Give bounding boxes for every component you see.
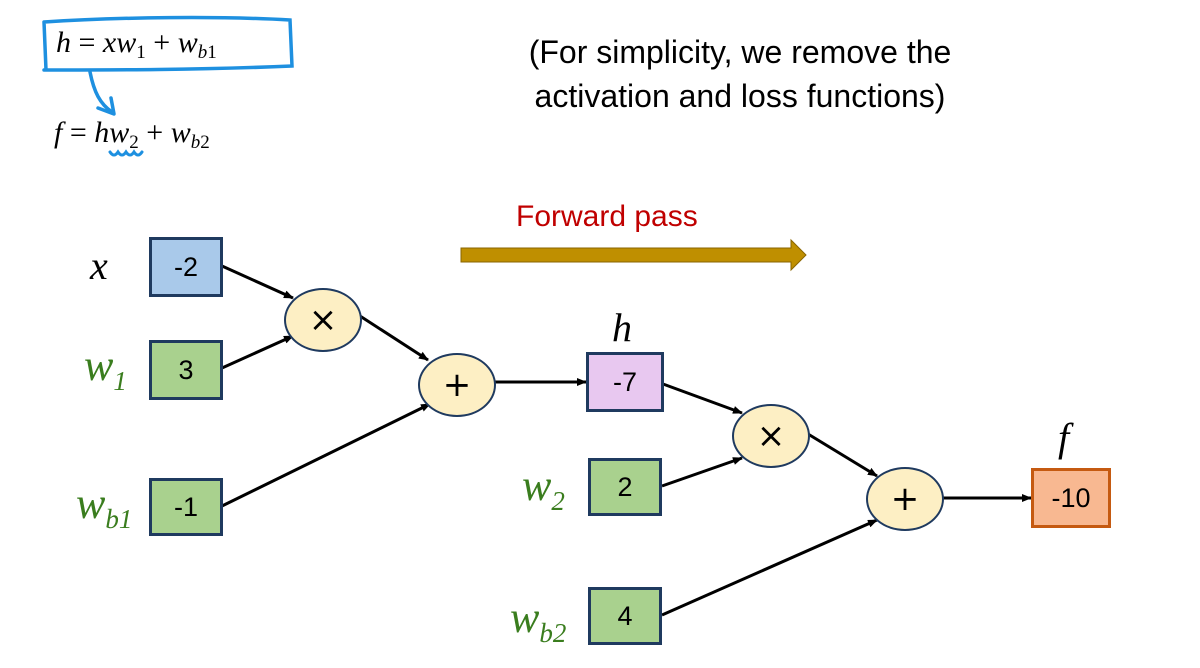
- op-multiply-1: ×: [284, 288, 362, 352]
- node-f: -10: [1031, 468, 1111, 528]
- edge-mul2-add2: [807, 432, 878, 478]
- op-add-1: +: [418, 353, 496, 417]
- node-wb1: -1: [149, 478, 223, 536]
- forward-pass-label: Forward pass: [516, 200, 698, 233]
- node-w1: 3: [149, 340, 223, 400]
- annotation-arrow: [88, 70, 114, 114]
- node-w2: 2: [588, 458, 662, 516]
- edge-mul1-add1: [359, 314, 429, 362]
- edge-w1-mul1: [221, 334, 294, 370]
- label-w1: w1: [84, 341, 127, 396]
- label-wb2: wb2: [510, 593, 567, 648]
- node-x: -2: [149, 237, 223, 297]
- annotation-arrowhead: [96, 96, 116, 116]
- op-multiply-2: ×: [732, 404, 810, 468]
- annotation-box: [42, 15, 294, 72]
- annotation-squiggle: [108, 149, 144, 157]
- label-f: f: [1058, 415, 1070, 460]
- note-line-1: (For simplicity, we remove the: [528, 34, 952, 70]
- equation-h: h = xw1 + wb1: [56, 26, 217, 63]
- edge-x-mul1: [221, 264, 294, 300]
- op-add-2: +: [866, 467, 944, 531]
- label-wb1: wb1: [76, 479, 133, 534]
- node-wb2: 4: [588, 587, 662, 645]
- forward-arrow-shape: [460, 238, 807, 272]
- label-h: h: [612, 305, 632, 350]
- equation-f: f = hw2 + wb2: [54, 116, 210, 153]
- edge-h-mul2: [662, 382, 743, 415]
- simplicity-note: (For simplicity, we remove the activatio…: [480, 30, 1000, 118]
- label-x: x: [90, 243, 108, 288]
- note-line-2: activation and loss functions): [534, 78, 946, 114]
- node-h: -7: [586, 352, 664, 412]
- edge-wb1-add1: [221, 402, 431, 508]
- label-w2: w2: [522, 461, 565, 516]
- edge-wb2-add2: [661, 518, 878, 617]
- edge-w2-mul2: [661, 456, 743, 488]
